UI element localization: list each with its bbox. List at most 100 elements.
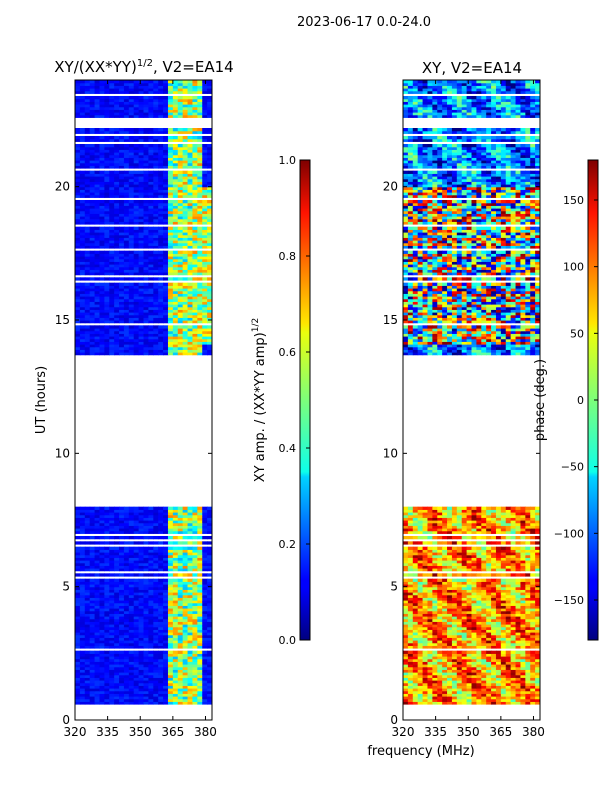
amplitude-cell	[84, 338, 91, 342]
phase-cell	[520, 682, 526, 686]
amplitude-cell	[128, 293, 135, 297]
amplitude-cell	[123, 610, 130, 614]
amplitude-cell	[187, 597, 194, 601]
amplitude-cell	[75, 136, 81, 140]
amplitude-cell	[163, 296, 169, 300]
amplitude-cell	[133, 184, 140, 188]
amplitude-cell	[109, 685, 115, 689]
amplitude-cell	[143, 144, 149, 148]
phase-cell	[447, 650, 453, 654]
amplitude-cell	[89, 674, 96, 678]
amplitude-cell	[167, 618, 174, 622]
amplitude-cell	[138, 146, 145, 150]
amplitude-cell	[143, 152, 149, 156]
phase-cell	[505, 701, 512, 705]
amplitude-cell	[94, 661, 101, 665]
amplitude-cell	[153, 189, 159, 193]
amplitude-cell	[143, 509, 149, 513]
amplitude-cell	[197, 266, 203, 270]
amplitude-cell	[123, 250, 130, 254]
amplitude-cell	[167, 312, 174, 316]
amplitude-cell	[84, 597, 91, 601]
amplitude-cell	[89, 128, 96, 132]
amplitude-cell	[109, 112, 115, 116]
phase-cell	[403, 669, 409, 673]
amplitude-cell	[143, 146, 149, 150]
amplitude-cell	[114, 304, 120, 308]
amplitude-cell	[143, 154, 149, 158]
amplitude-cell	[79, 173, 86, 177]
amplitude-cell	[94, 106, 101, 110]
amplitude-cell	[89, 320, 96, 324]
amplitude-cell	[109, 669, 115, 673]
amplitude-cell	[197, 562, 203, 566]
amplitude-cell	[119, 514, 125, 518]
amplitude-cell	[158, 552, 164, 556]
amplitude-cell	[143, 85, 149, 89]
amplitude-cell	[133, 517, 140, 521]
amplitude-cell	[172, 138, 179, 142]
phase-cell	[495, 658, 502, 662]
amplitude-cell	[192, 285, 198, 289]
amplitude-cell	[94, 688, 101, 692]
amplitude-cell	[123, 296, 130, 300]
amplitude-cell	[172, 98, 179, 102]
amplitude-cell	[172, 184, 179, 188]
amplitude-cell	[114, 202, 120, 206]
phase-cell	[412, 653, 419, 657]
amplitude-cell	[119, 592, 125, 596]
amplitude-cell	[133, 138, 140, 142]
amplitude-cell	[138, 106, 145, 110]
amplitude-cell	[163, 618, 169, 622]
amplitude-cell	[79, 309, 86, 313]
amplitude-cell	[114, 653, 120, 657]
amplitude-cell	[177, 605, 184, 609]
amplitude-cell	[109, 264, 115, 268]
phase-cell	[481, 674, 487, 678]
amplitude-cell	[163, 106, 169, 110]
amplitude-cell	[207, 525, 212, 529]
amplitude-cell	[133, 90, 140, 94]
amplitude-cell	[163, 512, 169, 516]
amplitude-cell	[143, 602, 149, 606]
amplitude-cell	[182, 165, 189, 169]
amplitude-cell	[143, 178, 149, 182]
amplitude-cell	[109, 234, 115, 238]
amplitude-cell	[128, 98, 135, 102]
phase-cell	[481, 685, 487, 689]
amplitude-cell	[163, 218, 169, 222]
phase-cell	[530, 674, 536, 678]
amplitude-cell	[89, 277, 96, 281]
amplitude-cell	[177, 200, 184, 204]
amplitude-cell	[75, 293, 81, 297]
amplitude-cell	[207, 189, 212, 193]
amplitude-cell	[143, 250, 149, 254]
amplitude-cell	[207, 288, 212, 292]
amplitude-cell	[89, 693, 96, 697]
amplitude-cell	[128, 506, 135, 510]
amplitude-cell	[207, 506, 212, 510]
phase-cell	[456, 677, 463, 681]
amplitude-cell	[79, 221, 86, 225]
amplitude-cell	[104, 578, 110, 582]
amplitude-cell	[79, 157, 86, 161]
amplitude-cell	[123, 525, 130, 529]
amplitude-cell	[84, 112, 91, 116]
amplitude-cell	[163, 592, 169, 596]
amplitude-cell	[99, 272, 105, 276]
amplitude-cell	[84, 285, 91, 289]
phase-cell	[456, 690, 463, 694]
amplitude-cell	[114, 221, 120, 225]
amplitude-cell	[158, 669, 164, 673]
amplitude-cell	[123, 522, 130, 526]
amplitude-cell	[182, 672, 189, 676]
amplitude-cell	[177, 336, 184, 340]
amplitude-cell	[114, 312, 120, 316]
amplitude-cell	[187, 250, 194, 254]
amplitude-cell	[99, 626, 105, 630]
amplitude-cell	[128, 613, 135, 617]
amplitude-cell	[163, 277, 169, 281]
amplitude-cell	[163, 200, 169, 204]
phase-cell	[491, 656, 497, 660]
amplitude-cell	[128, 314, 135, 318]
